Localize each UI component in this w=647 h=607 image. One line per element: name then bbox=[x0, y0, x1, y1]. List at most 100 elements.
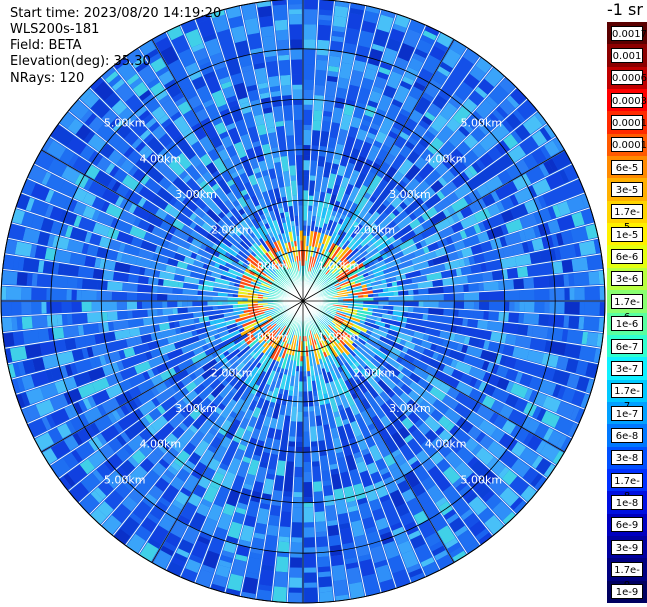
range-gate-cell bbox=[116, 252, 123, 262]
range-gate-cell bbox=[247, 303, 253, 307]
range-gate-cell bbox=[362, 431, 376, 448]
range-gate-cell bbox=[283, 265, 290, 275]
range-gate-cell bbox=[388, 301, 404, 306]
range-gate-cell bbox=[373, 29, 389, 47]
range-gate-cell bbox=[488, 311, 499, 321]
range-gate-cell bbox=[73, 371, 92, 387]
range-gate-cell bbox=[334, 282, 340, 287]
range-gate-cell bbox=[523, 402, 538, 417]
range-gate-cell bbox=[229, 281, 235, 287]
range-gate-cell bbox=[369, 498, 382, 512]
range-gate-cell bbox=[288, 9, 302, 15]
range-gate-cell bbox=[146, 369, 155, 379]
range-gate-cell bbox=[107, 311, 118, 321]
range-gate-cell bbox=[241, 212, 254, 228]
range-gate-cell bbox=[82, 398, 92, 410]
colorbar-tick-label: 0.0001 bbox=[611, 137, 647, 153]
range-gate-cell bbox=[437, 226, 455, 239]
range-gate-cell bbox=[212, 394, 224, 407]
range-gate-cell bbox=[285, 317, 292, 327]
range-gate-cell bbox=[100, 443, 115, 459]
range-gate-cell bbox=[399, 351, 406, 359]
range-gate-cell bbox=[385, 333, 397, 342]
range-gate-cell bbox=[499, 487, 520, 507]
range-gate-cell bbox=[182, 301, 188, 307]
range-gate-cell bbox=[224, 314, 240, 322]
colorbar-tick-label: 1.7e-9 bbox=[611, 561, 643, 591]
range-gate-cell bbox=[161, 473, 173, 484]
range-gate-cell bbox=[175, 327, 182, 335]
range-gate-cell bbox=[534, 289, 550, 301]
elevation-label: Elevation(deg): 35.30 bbox=[10, 54, 151, 69]
range-gate-cell bbox=[578, 316, 585, 330]
range-gate-cell bbox=[196, 189, 205, 198]
range-gate-cell bbox=[348, 339, 354, 345]
range-gate-cell bbox=[494, 353, 503, 364]
range-gate-cell bbox=[192, 346, 205, 356]
range-gate-cell bbox=[153, 550, 172, 570]
range-gate-cell bbox=[314, 226, 319, 232]
range-gate-cell bbox=[399, 131, 410, 141]
range-gate-cell bbox=[407, 150, 420, 164]
range-gate-cell bbox=[336, 271, 351, 281]
range-gate-cell bbox=[347, 353, 357, 364]
range-gate-cell bbox=[252, 301, 258, 304]
range-gate-cell bbox=[397, 43, 415, 62]
range-gate-cell bbox=[392, 208, 400, 217]
range-gate-cell bbox=[292, 84, 303, 90]
range-gate-cell bbox=[390, 467, 403, 480]
range-gate-cell bbox=[350, 314, 367, 321]
range-gate-cell bbox=[446, 117, 461, 133]
range-gate-cell bbox=[421, 372, 430, 380]
range-gate-cell bbox=[314, 511, 326, 523]
range-gate-cell bbox=[319, 318, 328, 328]
range-gate-cell bbox=[336, 260, 342, 266]
range-gate-cell bbox=[77, 383, 96, 399]
range-gate-cell bbox=[130, 411, 140, 422]
range-gate-cell bbox=[16, 316, 23, 330]
range-gate-cell bbox=[335, 268, 350, 279]
range-gate-cell bbox=[79, 88, 93, 102]
range-gate-cell bbox=[172, 176, 189, 193]
range-gate-cell bbox=[551, 234, 559, 247]
range-gate-cell bbox=[438, 382, 451, 394]
range-gate-cell bbox=[452, 275, 469, 285]
range-gate-cell bbox=[357, 87, 371, 105]
range-gate-cell bbox=[21, 316, 33, 330]
range-gate-cell bbox=[243, 205, 255, 221]
range-gate-cell bbox=[274, 328, 283, 338]
range-gate-cell bbox=[209, 378, 221, 390]
range-gate-cell bbox=[343, 303, 354, 307]
range-gate-cell bbox=[525, 418, 541, 434]
range-gate-cell bbox=[541, 235, 554, 249]
range-gate-cell bbox=[496, 201, 505, 213]
range-gate-cell bbox=[523, 313, 540, 325]
range-gate-cell bbox=[454, 81, 474, 101]
range-gate-cell bbox=[370, 237, 378, 244]
range-gate-cell bbox=[401, 549, 419, 569]
range-gate-cell bbox=[321, 120, 331, 132]
range-gate-cell bbox=[213, 157, 227, 174]
range-gate-cell bbox=[554, 247, 562, 260]
range-gate-cell bbox=[160, 328, 177, 339]
range-gate-cell bbox=[423, 301, 439, 308]
range-gate-cell bbox=[534, 301, 545, 313]
range-gate-cell bbox=[439, 102, 458, 121]
range-gate-cell bbox=[187, 301, 193, 307]
range-gate-cell bbox=[368, 293, 374, 298]
range-gate-cell bbox=[157, 308, 163, 316]
range-gate-cell bbox=[1, 286, 7, 300]
range-gate-cell bbox=[459, 230, 468, 239]
range-gate-cell bbox=[422, 314, 429, 321]
range-gate-cell bbox=[315, 328, 322, 338]
range-gate-cell bbox=[504, 301, 510, 311]
range-gate-cell bbox=[73, 187, 88, 202]
range-gate-cell bbox=[229, 183, 243, 200]
range-gate-cell bbox=[104, 92, 121, 108]
range-gate-cell bbox=[268, 514, 280, 527]
range-gate-cell bbox=[441, 271, 448, 279]
range-gate-cell bbox=[164, 433, 178, 447]
colorbar-tick-label: 6e-9 bbox=[611, 517, 643, 533]
range-gate-cell bbox=[324, 281, 339, 290]
range-gate-cell bbox=[390, 126, 401, 135]
